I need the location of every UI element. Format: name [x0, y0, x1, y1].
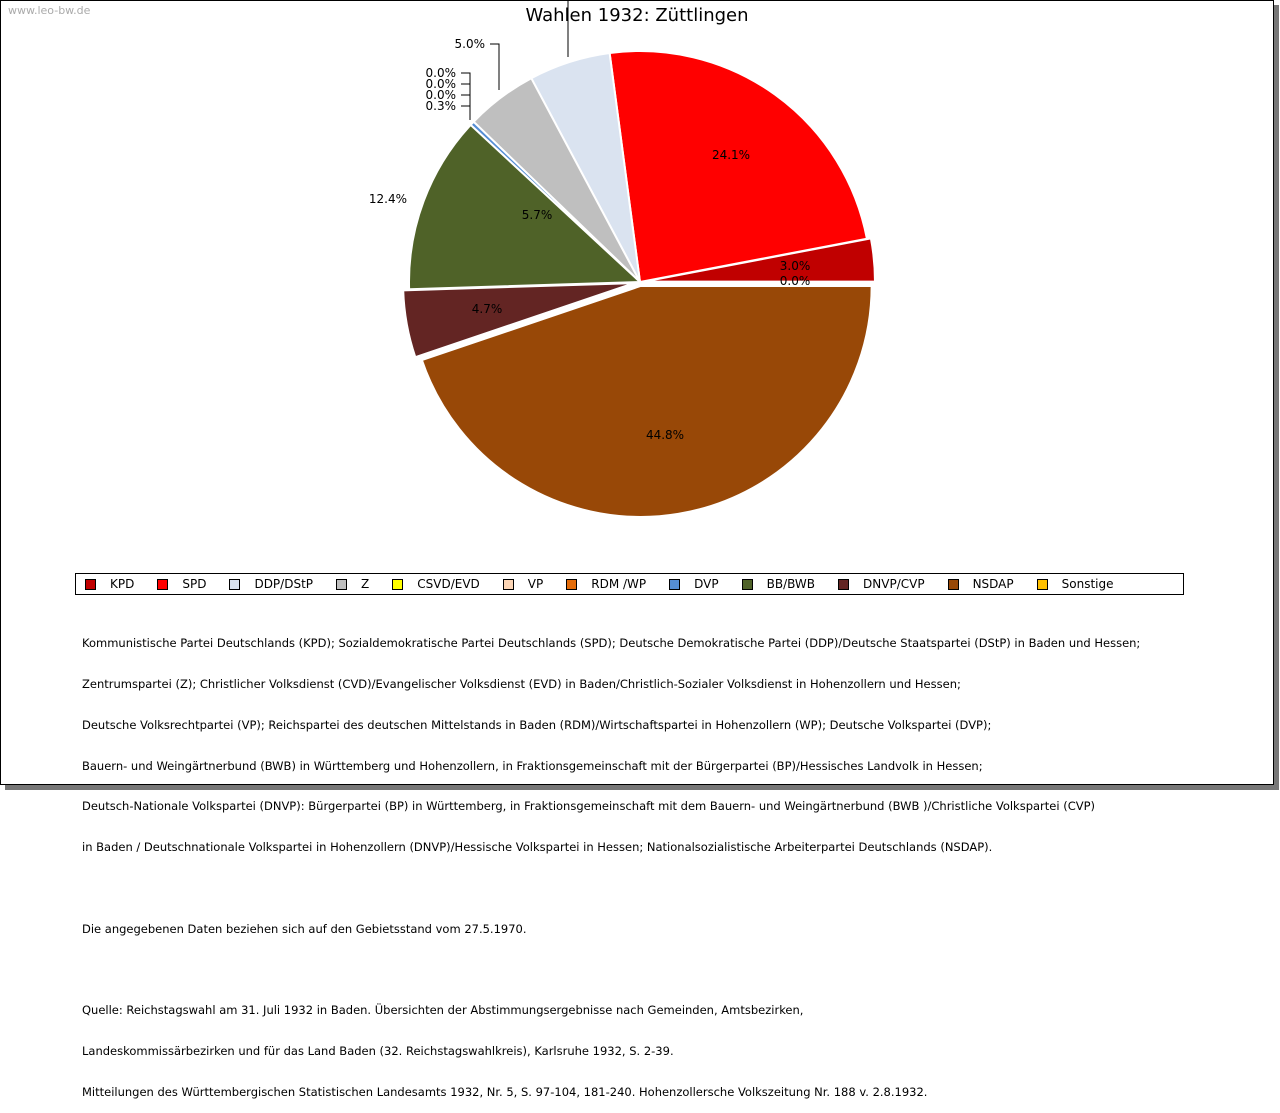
legend-label: Sonstige	[1061, 577, 1114, 591]
data-label: 24.1%	[712, 148, 750, 162]
legend-item: VP	[502, 577, 544, 591]
pie-chart: Wahlen 1932: Züttlingen 3.0% 24.1% 5.7% 5.0…	[369, 0, 876, 518]
chart-legend: KPD SPD DDP/DStP Z CSVD/EVD VP RDM /WP DVP BB/BW…	[75, 573, 1184, 595]
legend-label: DVP	[694, 577, 719, 591]
notes-line: Kommunistische Partei Deutschlands (KPD)…	[82, 636, 1141, 651]
data-label: 44.8%	[646, 428, 684, 442]
pie-slice-nsdap	[420, 284, 873, 518]
data-label: 4.7%	[472, 302, 503, 316]
pie-slice-bb-bwb	[408, 123, 643, 291]
pie-slice-spd	[608, 50, 869, 284]
data-label: 5.7%	[522, 208, 553, 222]
legend-swatch	[838, 578, 850, 590]
legend-swatch	[502, 578, 514, 590]
legend-swatch	[669, 578, 681, 590]
legend-swatch	[229, 578, 241, 590]
legend-label: BB/BWB	[766, 577, 816, 591]
data-label: 0.0%	[780, 274, 811, 288]
legend-swatch	[947, 578, 959, 590]
source-line: Quelle: Reichstagswahl am 31. Juli 1932 …	[82, 1003, 804, 1018]
data-label: 0.0%	[426, 88, 457, 102]
legend-item: DDP/DStP	[229, 577, 313, 591]
leader-line	[490, 43, 500, 90]
legend-item: DNVP/CVP	[838, 577, 925, 591]
source-line: Landeskommissärbezirken und für das Land…	[82, 1044, 674, 1058]
leader-line	[461, 72, 471, 120]
notes-line: in Baden / Deutschnationale Volkspartei …	[82, 840, 993, 855]
watermark: www.leo-bw.de	[8, 4, 91, 17]
chart-title: Wahlen 1932: Züttlingen	[525, 5, 748, 26]
data-label: 0.0%	[426, 77, 457, 91]
legend-item: BB/BWB	[741, 577, 816, 591]
legend-item: KPD	[85, 577, 134, 591]
territory-note: Die angegebenen Daten beziehen sich auf …	[82, 921, 527, 936]
notes-line: Zentrumspartei (Z); Christlicher Volksdi…	[82, 676, 961, 691]
data-label: 5.0%	[455, 37, 486, 51]
chart-notes: Kommunistische Partei Deutschlands (KPD)…	[82, 610, 1140, 1113]
legend-swatch	[85, 578, 96, 590]
data-label: 0.3%	[426, 99, 457, 113]
legend-label: DDP/DStP	[254, 577, 314, 591]
legend-item: Z	[336, 577, 369, 591]
legend-swatch	[566, 578, 578, 590]
legend-swatch	[336, 578, 348, 590]
legend-label: SPD	[182, 577, 207, 591]
legend-label: VP	[527, 577, 544, 591]
legend-label: CSVD/EVD	[417, 577, 480, 591]
notes-line: Bauern- und Weingärtnerbund (BWB) in Wür…	[82, 758, 983, 773]
legend-swatch	[157, 578, 169, 590]
legend-item: Sonstige	[1036, 577, 1114, 591]
pie-slice-dnvp-cvp	[402, 282, 635, 359]
data-label: 0.0%	[426, 66, 457, 80]
source-line: Mitteilungen des Württembergischen Stati…	[82, 1084, 928, 1099]
legend-item: NSDAP	[947, 577, 1014, 591]
legend-label: KPD	[110, 577, 135, 591]
notes-line: Deutsch-Nationale Volkspartei (DNVP): Bü…	[82, 799, 1096, 814]
legend-label: DNVP/CVP	[863, 577, 925, 591]
data-label: 3.0%	[780, 259, 811, 273]
legend-swatch	[741, 578, 753, 590]
legend-label: NSDAP	[972, 577, 1014, 591]
legend-label: Z	[361, 577, 370, 591]
legend-item: DVP	[669, 577, 719, 591]
legend-item: RDM /WP	[566, 577, 646, 591]
legend-item: SPD	[157, 577, 206, 591]
data-label: 12.4%	[369, 192, 407, 206]
legend-swatch	[392, 578, 404, 590]
legend-item: CSVD/EVD	[392, 577, 480, 591]
legend-label: RDM /WP	[591, 577, 647, 591]
legend-swatch	[1036, 578, 1048, 590]
notes-line: Deutsche Volksrechtpartei (VP); Reichspa…	[82, 717, 992, 732]
